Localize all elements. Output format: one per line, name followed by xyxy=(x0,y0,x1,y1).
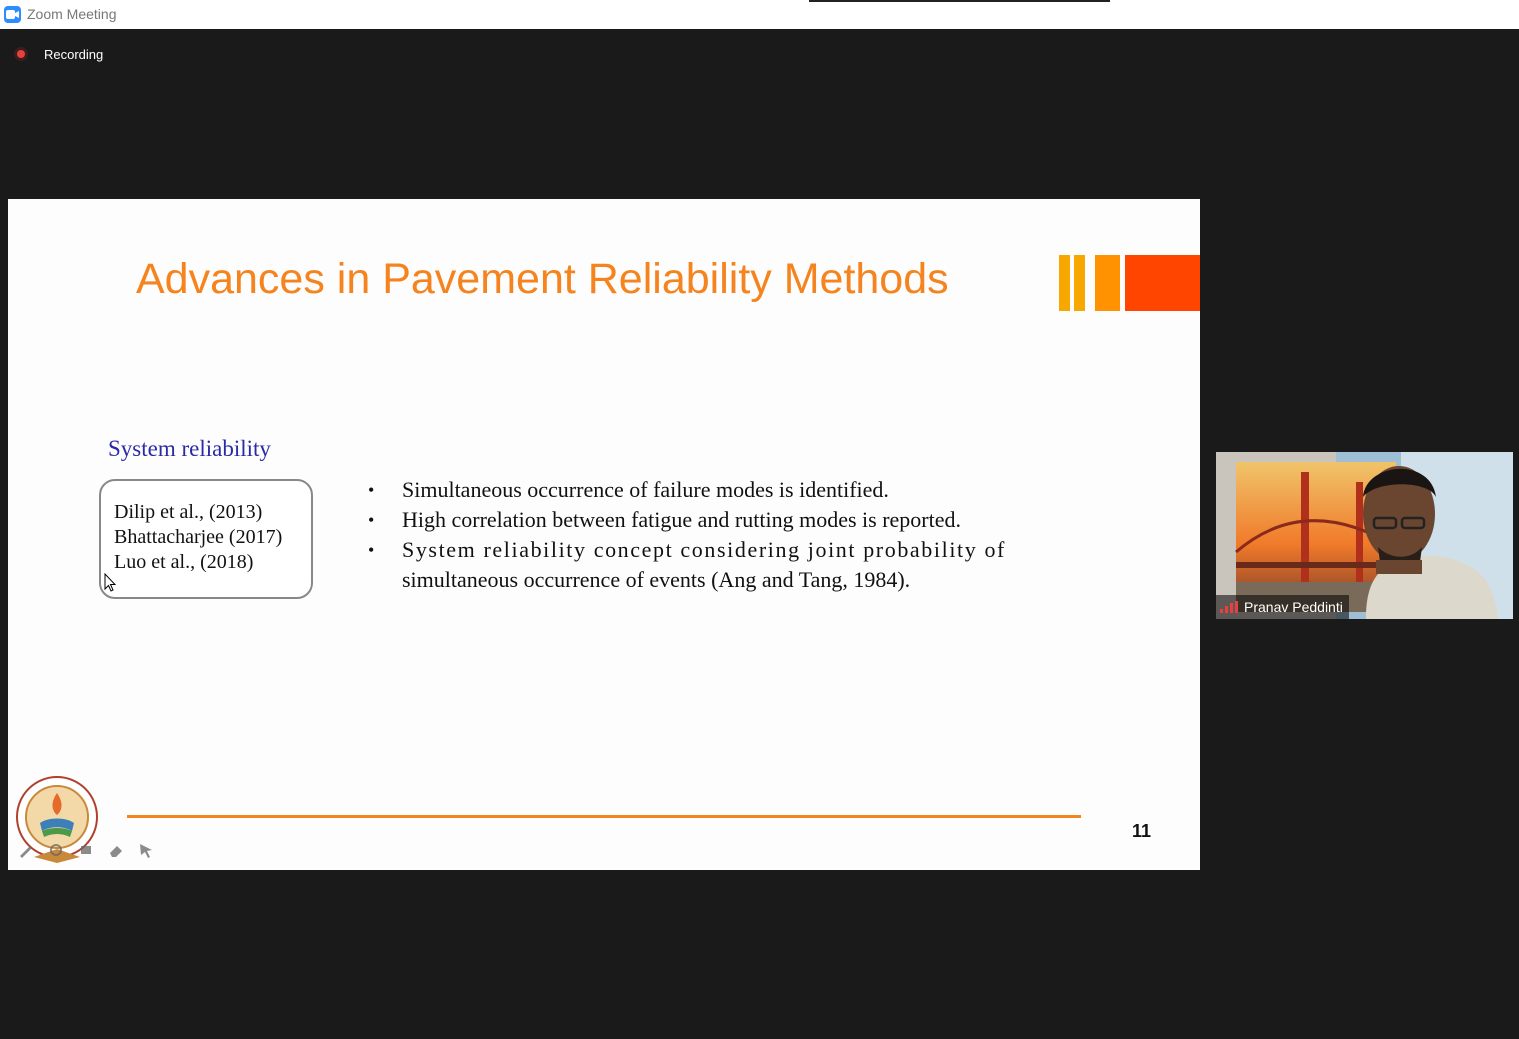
bullet-marker: • xyxy=(368,510,375,530)
bullet-item: • System reliability concept considering… xyxy=(368,535,1128,565)
section-heading: System reliability xyxy=(108,436,271,461)
title-decoration-bar xyxy=(1074,255,1085,311)
screen-share-indicator xyxy=(809,0,1110,2)
window-titlebar: Zoom Meeting xyxy=(0,0,1519,29)
stamp-icon[interactable] xyxy=(78,842,94,858)
university-seal-logo xyxy=(16,776,98,863)
title-decoration-bar xyxy=(1059,255,1070,311)
footer-divider xyxy=(127,815,1081,818)
reference-item: Luo et al., (2018) xyxy=(114,551,254,573)
participant-video-tile[interactable]: Pranav Peddinti xyxy=(1216,452,1513,619)
slide-page-number: 11 xyxy=(1132,821,1152,841)
window-title: Zoom Meeting xyxy=(27,6,117,22)
bullet-item: • Simultaneous occurrence of failure mod… xyxy=(368,475,1128,505)
record-dot-icon xyxy=(14,47,28,61)
title-decoration-bar xyxy=(1095,255,1120,311)
eraser-icon[interactable] xyxy=(108,842,124,858)
recording-label: Recording xyxy=(44,46,104,62)
recording-indicator[interactable]: Recording xyxy=(14,44,103,64)
zoom-camera-icon xyxy=(4,6,21,23)
pointer-icon[interactable] xyxy=(138,842,154,858)
signal-bars-icon xyxy=(1220,601,1238,613)
bullet-continuation: simultaneous occurrence of events (Ang a… xyxy=(402,567,911,592)
pen-icon[interactable] xyxy=(18,842,34,858)
title-decoration-bar xyxy=(1125,255,1200,311)
reference-item: Bhattacharjee (2017) xyxy=(114,526,283,548)
shared-slide: Advances in Pavement Reliability Methods… xyxy=(8,199,1200,870)
references-box: Dilip et al., (2013) Bhattacharjee (2017… xyxy=(99,479,313,599)
slide-title: Advances in Pavement Reliability Methods xyxy=(136,255,949,303)
bullet-item: • High correlation between fatigue and r… xyxy=(368,505,1128,535)
highlighter-icon[interactable] xyxy=(48,842,64,858)
mouse-cursor-icon xyxy=(104,573,116,592)
bullet-list: • Simultaneous occurrence of failure mod… xyxy=(368,475,1128,595)
annotation-toolbar xyxy=(18,842,154,858)
participant-name: Pranav Peddinti xyxy=(1244,599,1343,615)
participant-video-feed xyxy=(1216,452,1513,619)
reference-item: Dilip et al., (2013) xyxy=(114,501,263,523)
bullet-marker: • xyxy=(368,480,375,500)
bullet-marker: • xyxy=(368,540,375,560)
participant-name-tag: Pranav Peddinti xyxy=(1216,595,1349,619)
